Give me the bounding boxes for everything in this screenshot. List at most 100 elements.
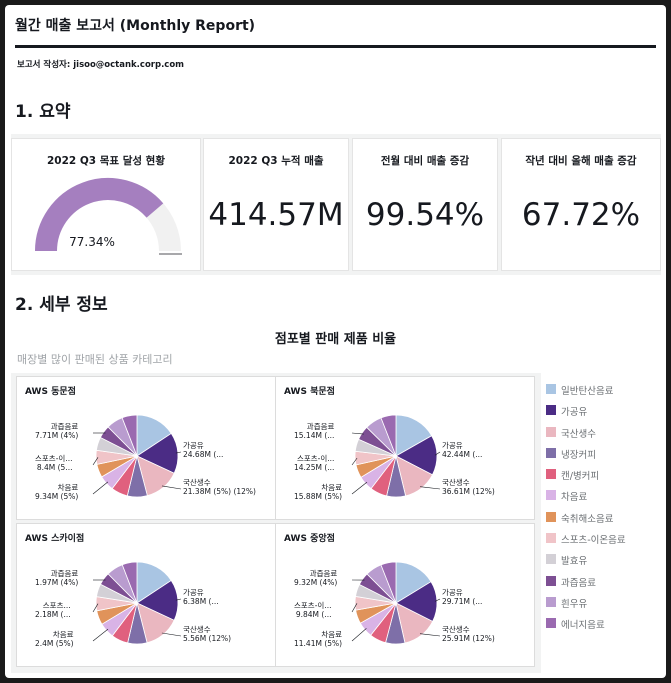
panel-title: AWS 스카이점	[25, 534, 85, 544]
pie-chart	[351, 414, 441, 498]
chart-title: 점포별 판매 제품 비율	[274, 332, 397, 347]
data-label: 가공유 6.38M (...	[183, 588, 219, 606]
legend-item[interactable]: 숙취해소음료	[546, 511, 664, 525]
legend-swatch	[546, 426, 556, 437]
leader-line	[175, 598, 182, 601]
legend-item[interactable]: 발효유	[546, 553, 664, 567]
gauge-value: 77.34%	[69, 235, 115, 249]
legend-item[interactable]: 에너지음료	[546, 617, 664, 632]
legend-label: 일반탄산음료	[561, 386, 614, 397]
data-label: 차음료 15.88M (5%)	[294, 483, 343, 501]
data-label: 가공유 24.68M (...	[183, 441, 224, 459]
report-author: 보고서 작성자: jisoo@octank.corp.com	[17, 60, 185, 70]
data-label: 스포츠... 2.18M (...	[35, 601, 71, 619]
legend-swatch	[546, 447, 556, 458]
gauge-chart	[35, 178, 182, 255]
leader-line	[419, 633, 441, 637]
data-label: 스포츠-이... 8.4M (5...	[35, 454, 73, 472]
kpi-card-mom-change[interactable]: 전월 대비 매출 증감 99.54%	[352, 138, 498, 271]
leader-line	[351, 457, 358, 466]
data-label: 가공유 29.71M (...	[442, 588, 483, 606]
kpi-value: 414.57M	[208, 197, 344, 233]
pie-chart	[92, 414, 182, 498]
legend-label: 가공유	[561, 407, 588, 419]
panel-title: AWS 북문점	[284, 387, 335, 397]
legend-label: 차음료	[561, 492, 588, 504]
data-label: 스포츠-이... 14.25M (...	[294, 454, 335, 472]
kpi-card-yoy-change[interactable]: 작년 대비 올해 매출 증감 67.72%	[501, 138, 661, 271]
leader-line	[434, 598, 441, 602]
legend-item[interactable]: 국산생수	[546, 426, 664, 440]
title-divider	[15, 45, 656, 48]
gauge-fill	[35, 178, 164, 252]
data-label: 국산생수 36.61M (12%)	[442, 478, 495, 496]
data-label: 과즙음료 1.97M (4%)	[35, 569, 79, 587]
pie-slice[interactable]	[121, 561, 138, 604]
legend-swatch	[546, 575, 556, 586]
kpi-label: 2022 Q3 누적 매출	[228, 155, 324, 167]
kpi-value: 67.72%	[521, 197, 641, 233]
kpi-card-q3-sales[interactable]: 2022 Q3 누적 매출 414.57M	[203, 138, 349, 271]
kpi-label: 작년 대비 올해 매출 증감	[525, 155, 637, 167]
legend-item[interactable]: 차음료	[546, 489, 664, 504]
legend-label: 스포츠-이온음료	[561, 535, 626, 547]
legend-swatch	[546, 490, 556, 501]
data-label: 가공유 42.44M (...	[442, 441, 483, 459]
legend-swatch	[546, 618, 556, 629]
kpi-card-goal[interactable]: 2022 Q3 목표 달성 현황 77.34%	[11, 138, 201, 271]
legend-swatch	[546, 469, 556, 480]
pie-slice[interactable]	[395, 414, 433, 457]
legend-swatch	[546, 384, 556, 394]
legend-swatch	[546, 554, 556, 565]
legend-item[interactable]: 냉장커피	[546, 447, 664, 461]
panel-title: AWS 동문점	[25, 387, 76, 397]
leader-line	[161, 632, 182, 637]
legend-swatch	[546, 533, 556, 544]
legend-swatch	[546, 511, 556, 522]
legend-item[interactable]: 과즙음료	[546, 575, 664, 589]
pie-panel-dongmun[interactable]: AWS 동문점 가공유 24.68M (... 국산생수 21.38M (5%) (1…	[16, 376, 276, 520]
data-label: 차음료 2.4M (5%)	[35, 630, 74, 648]
legend-swatch	[546, 596, 556, 607]
pie-chart	[92, 561, 182, 645]
legend-label: 국산생수	[561, 428, 596, 440]
leader-line	[92, 603, 99, 613]
pie-slice[interactable]	[380, 561, 397, 604]
chart-subtitle: 매장별 많이 판매된 상품 카테고리	[17, 353, 173, 366]
legend-label: 숙취해소음료	[561, 513, 614, 525]
data-label: 국산생수 21.38M (5%) (12%)	[183, 478, 256, 496]
data-label: 스포츠-이... 9.84M (...	[294, 601, 332, 619]
pie-slice[interactable]	[121, 414, 138, 457]
leader-line	[420, 486, 441, 490]
section-title-detail: 2. 세부 정보	[15, 295, 108, 315]
kpi-label: 전월 대비 매출 증감	[380, 155, 470, 167]
legend-label: 에너지음료	[561, 620, 605, 632]
data-label: 차음료 9.34M (5%)	[35, 483, 79, 501]
leader-line	[161, 485, 182, 490]
data-label: 과즙음료 15.14M (...	[294, 422, 335, 440]
legend-swatch	[546, 405, 556, 416]
legend-item[interactable]: 캔/병커피	[546, 468, 664, 483]
pie-panel-sky[interactable]: AWS 스카이점 가공유 6.38M (... 국산생수 5.56M (12%) 과즙음…	[16, 523, 276, 667]
legend-item[interactable]: 스포츠-이온음료	[546, 532, 664, 547]
data-label: 차음료 11.41M (5%)	[294, 630, 343, 648]
data-label: 국산생수 5.56M (12%)	[183, 625, 232, 643]
pie-slice[interactable]	[380, 414, 397, 457]
legend-item[interactable]: 흰우유	[546, 596, 664, 610]
legend-item[interactable]: 일반탄산음료	[546, 383, 664, 397]
section-title-summary: 1. 요약	[15, 102, 71, 122]
legend-label: 냉장커피	[561, 449, 596, 461]
pie-panel-jungang[interactable]: AWS 중앙점 가공유 29.71M (... 국산생수 25.91M (12%) 과즙…	[275, 523, 535, 667]
kpi-label: 2022 Q3 목표 달성 현황	[46, 155, 166, 167]
panel-title: AWS 중앙점	[284, 534, 335, 544]
leader-line	[92, 481, 109, 495]
legend-label: 흰우유	[561, 598, 588, 610]
leader-line	[92, 628, 109, 642]
pie-panel-bukmun[interactable]: AWS 북문점 가공유 42.44M (... 국산생수 36.61M (12%) 과즙…	[275, 376, 535, 520]
legend-item[interactable]: 가공유	[546, 404, 664, 419]
legend-label: 캔/병커피	[561, 471, 600, 483]
report-page: 월간 매출 보고서 (Monthly Report) 보고서 작성자: jiso…	[5, 5, 666, 678]
pie-chart	[351, 561, 441, 645]
kpi-value: 99.54%	[365, 197, 485, 233]
